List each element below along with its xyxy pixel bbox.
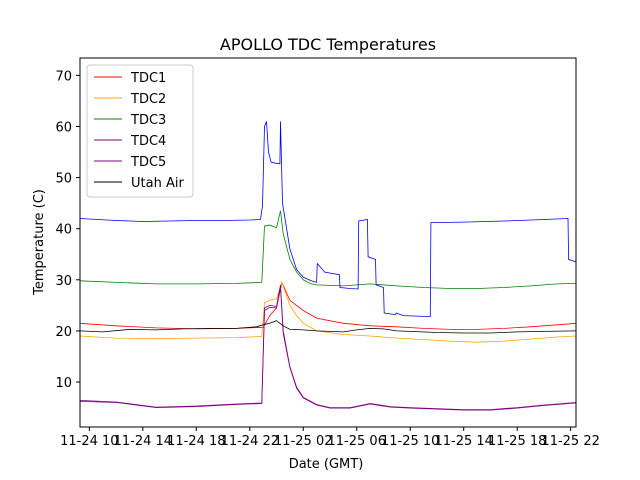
series-line-tdc4 — [79, 284, 577, 411]
x-tick-label: 11-24 14 — [114, 434, 172, 449]
series-group — [79, 121, 577, 411]
x-tick-label: 11-25 22 — [541, 434, 599, 449]
legend-label: TDC3 — [130, 113, 166, 128]
y-axis-title: Temperature (C) — [32, 189, 47, 296]
legend-label: TDC5 — [130, 155, 166, 170]
legend-label: Utah Air — [131, 176, 184, 191]
x-tick-label: 11-25 10 — [381, 434, 439, 449]
x-tick-label: 11-25 18 — [488, 434, 546, 449]
x-tick-label: 11-24 10 — [60, 434, 118, 449]
legend-label: TDC2 — [130, 92, 166, 107]
legend-label: TDC1 — [130, 71, 166, 86]
y-tick-label: 20 — [55, 325, 72, 340]
y-tick-label: 40 — [55, 223, 72, 238]
legend: TDC1 TDC2 TDC3 TDC4 TDC5 Utah Air — [86, 64, 194, 198]
series-line-utah-air — [79, 320, 577, 334]
x-tick-label: 11-25 06 — [328, 434, 386, 449]
chart-title: APOLLO TDC Temperatures — [220, 35, 436, 54]
y-tick-label: 50 — [55, 172, 72, 187]
x-tick-label: 11-24 18 — [167, 434, 225, 449]
x-tick-label: 11-24 22 — [221, 434, 279, 449]
series-line-tdc2 — [79, 281, 577, 343]
series-line-tdc3 — [79, 210, 577, 289]
series-line-tdc5 — [79, 287, 577, 411]
x-axis-title: Date (GMT) — [289, 457, 364, 472]
x-tick-label: 11-25 02 — [274, 434, 332, 449]
legend-label: TDC4 — [130, 134, 166, 149]
y-axis: 10 20 30 40 50 60 70 — [55, 69, 80, 391]
y-tick-label: 10 — [55, 376, 72, 391]
y-tick-label: 60 — [55, 120, 72, 135]
plot-frame — [79, 57, 577, 428]
y-tick-label: 30 — [55, 274, 72, 289]
y-tick-label: 70 — [55, 69, 72, 84]
series-line-blue-series-not-in-legend- — [79, 121, 577, 318]
x-tick-label: 11-25 14 — [434, 434, 492, 449]
